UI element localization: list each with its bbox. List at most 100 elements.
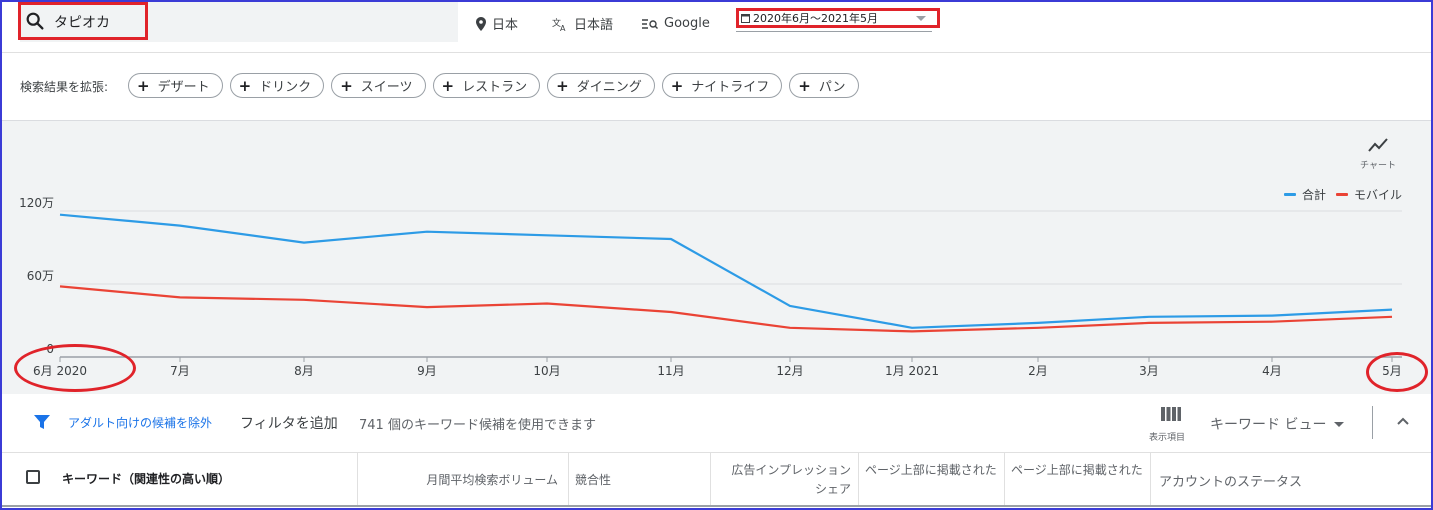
- column-header-impression-line1: 広告インプレッション: [731, 463, 851, 477]
- expand-results-label: 検索結果を拡張:: [20, 80, 109, 94]
- location-label: 日本: [492, 18, 519, 33]
- search-box[interactable]: [20, 2, 458, 42]
- date-range-underline: [736, 31, 932, 32]
- location-pin-icon: [476, 16, 486, 31]
- chip-label: パン: [818, 80, 846, 95]
- network-selector[interactable]: Google: [642, 16, 710, 31]
- trend-chart-panel: 0 60万 120万 6月 2020 7月 8月 9月 10月 11月 12月 1月 2021 2月 3…: [2, 120, 1431, 395]
- chevron-down-icon[interactable]: [916, 16, 926, 21]
- legend-item-total[interactable]: 合計: [1284, 186, 1326, 203]
- chip-label: ナイトライフ: [691, 80, 770, 95]
- keyword-table-header: 月間平均検索ボリューム 競合性 広告インプレッション シェア ページ上部に掲載さ…: [2, 452, 1431, 507]
- translate-icon: 文 A: [552, 17, 566, 31]
- plus-icon: +: [238, 76, 252, 95]
- keyword-view-selector[interactable]: キーワード ビュー: [1210, 414, 1345, 434]
- expand-chip-nightlife[interactable]: + ナイトライフ: [661, 73, 783, 98]
- select-all-checkbox[interactable]: [26, 470, 40, 484]
- keyword-view-label: キーワード ビュー: [1210, 417, 1327, 433]
- language-selector[interactable]: 文 A 日本語: [552, 14, 614, 34]
- search-highlight-annotation: [18, 2, 148, 40]
- chart-legend: 合計 モバイル: [1284, 186, 1402, 203]
- column-header-competition[interactable]: 競合性: [568, 453, 710, 505]
- column-header-top-bid-low-label: ページ上部に掲載された: [865, 463, 997, 477]
- plus-icon: +: [670, 76, 684, 95]
- x-tick-label: 11月: [657, 364, 684, 378]
- plus-icon: +: [798, 76, 811, 95]
- column-header-keyword[interactable]: キーワード（関連性の高い順）: [62, 472, 231, 486]
- toolbar-divider: [1372, 406, 1373, 439]
- column-header-top-bid-high[interactable]: ページ上部に掲載された: [1004, 453, 1150, 505]
- plus-icon: +: [137, 76, 150, 95]
- legend-swatch-mobile: [1336, 193, 1349, 196]
- x-tick-label: 9月: [417, 364, 437, 378]
- x-tick-label: 3月: [1139, 364, 1159, 378]
- search-network-icon: [642, 18, 658, 29]
- plus-icon: +: [556, 76, 569, 95]
- column-header-account-status-label: アカウントのステータス: [1159, 475, 1303, 490]
- filter-bar: [2, 394, 1431, 452]
- legend-item-mobile[interactable]: モバイル: [1336, 186, 1402, 203]
- column-header-top-bid-high-label: ページ上部に掲載された: [1011, 463, 1143, 477]
- chip-label: デザート: [157, 80, 210, 95]
- chevron-down-icon: [1334, 421, 1345, 427]
- column-header-competition-label: 競合性: [575, 473, 612, 487]
- search-icon: [26, 12, 44, 30]
- filter-icon[interactable]: [34, 414, 50, 430]
- column-header-top-bid-low[interactable]: ページ上部に掲載された: [858, 453, 1004, 505]
- x-tick-label: 2月: [1028, 364, 1048, 378]
- calendar-icon: [741, 14, 750, 23]
- svg-text:文: 文: [552, 17, 561, 29]
- x-tick-label: 10月: [533, 364, 560, 378]
- expand-chip-sweets[interactable]: + スイーツ: [331, 73, 426, 98]
- column-header-volume-label: 月間平均検索ボリューム: [426, 473, 558, 487]
- location-selector[interactable]: 日本: [476, 14, 518, 33]
- columns-button[interactable]: [1161, 406, 1181, 426]
- columns-label: 表示項目: [1149, 433, 1186, 443]
- expand-chip-dessert[interactable]: + デザート: [128, 73, 223, 98]
- expand-chip-drink[interactable]: + ドリンク: [229, 73, 325, 98]
- expand-chip-dining[interactable]: + ダイニング: [547, 73, 655, 98]
- chip-label: ダイニング: [576, 80, 642, 95]
- x-tick-label: 12月: [776, 364, 803, 378]
- series-line-total: [59, 213, 1393, 329]
- legend-swatch-total: [1284, 193, 1296, 196]
- x-tick-label: 1月 2021: [885, 364, 939, 378]
- exclude-adult-link[interactable]: アダルト向けの候補を除外: [68, 416, 213, 430]
- column-header-impression-share[interactable]: 広告インプレッション シェア: [710, 453, 858, 505]
- y-tick-label: 60万: [27, 269, 54, 283]
- chip-label: ドリンク: [259, 80, 312, 95]
- date-range-selector[interactable]: 2020年6月～2021年5月: [736, 8, 940, 28]
- chart-type-label: チャート: [1360, 161, 1396, 171]
- add-filter-button[interactable]: フィルタを追加: [240, 416, 338, 432]
- network-label: Google: [664, 16, 710, 31]
- trend-line-icon: [1368, 138, 1388, 152]
- x-tick-label: 4月: [1262, 364, 1282, 378]
- first-month-highlight-annotation: [14, 344, 136, 392]
- top-divider: [2, 52, 1431, 53]
- plus-icon: +: [340, 76, 353, 95]
- chart-type-button[interactable]: チャート: [1350, 137, 1406, 171]
- x-tick-label: 8月: [294, 364, 314, 378]
- language-label: 日本語: [574, 18, 614, 33]
- legend-label-mobile: モバイル: [1354, 188, 1403, 202]
- expand-chip-bread[interactable]: + パン: [789, 73, 859, 98]
- column-header-account-status[interactable]: アカウントのステータス: [1150, 453, 1431, 505]
- column-header-volume[interactable]: 月間平均検索ボリューム: [357, 453, 568, 505]
- x-tick-label: 7月: [170, 364, 190, 378]
- last-month-highlight-annotation: [1366, 352, 1428, 392]
- columns-icon: [1161, 407, 1181, 421]
- expand-chip-restaurant[interactable]: + レストラン: [432, 73, 541, 98]
- svg-text:A: A: [560, 24, 566, 31]
- legend-label-total: 合計: [1302, 188, 1327, 202]
- chevron-up-icon[interactable]: [1396, 416, 1410, 426]
- chip-label: レストラン: [462, 80, 528, 95]
- date-range-label: 2020年6月～2021年5月: [753, 12, 878, 25]
- series-line-mobile: [59, 285, 1393, 333]
- y-tick-label: 120万: [19, 196, 54, 210]
- chip-label: スイーツ: [360, 80, 413, 95]
- search-input-value[interactable]: タピオカ: [54, 15, 110, 31]
- expand-chip-list: + デザート + ドリンク + スイーツ + レストラン + ダイニング + ナイトライフ …: [128, 73, 859, 98]
- plus-icon: +: [441, 76, 455, 95]
